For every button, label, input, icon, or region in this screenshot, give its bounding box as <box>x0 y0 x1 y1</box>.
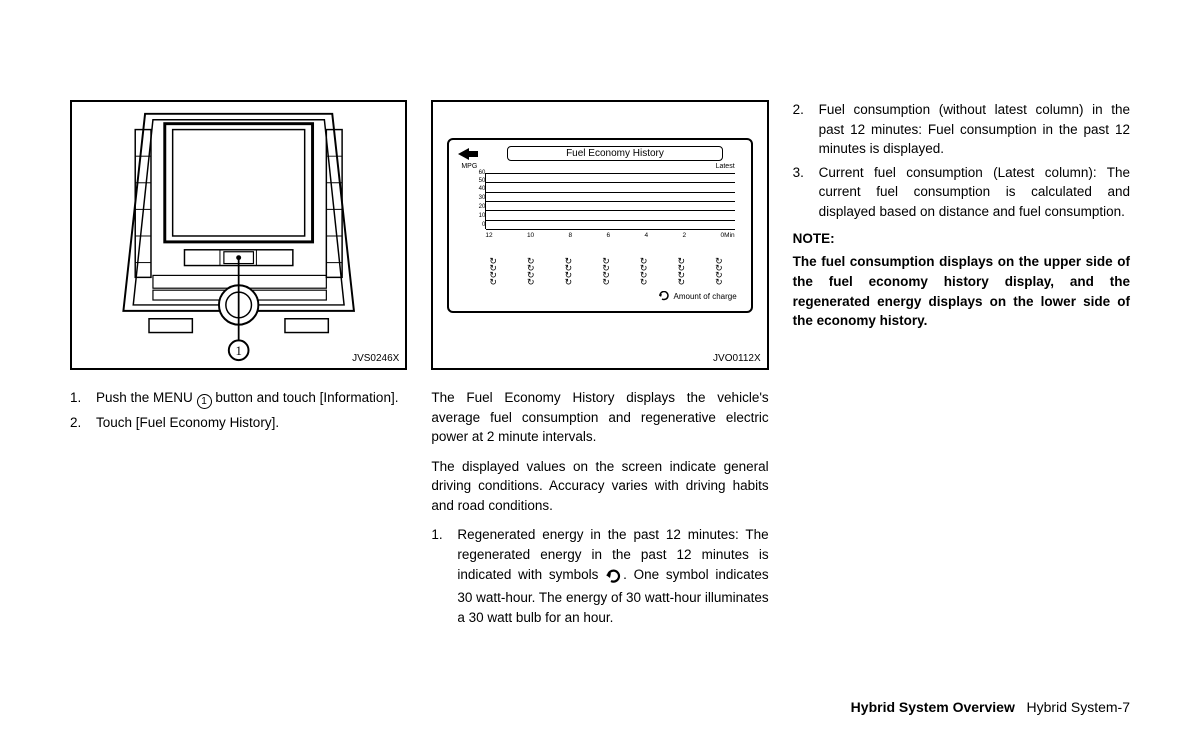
note-heading: NOTE: <box>793 231 1130 246</box>
figure-1-code: JVS0246X <box>352 353 399 364</box>
recycle-inline-icon <box>605 569 623 589</box>
column-1-steps: 1. Push the MENU 1 button and touch [Inf… <box>70 388 407 433</box>
footer-page: Hybrid System-7 <box>1027 699 1130 715</box>
callout-number: 1 <box>235 344 241 358</box>
col3-item-3: 3. Current fuel consumption (Latest colu… <box>793 163 1130 222</box>
menu-button-callout-icon: 1 <box>197 394 212 409</box>
col3-item-2: 2. Fuel consumption (without latest colu… <box>793 100 1130 159</box>
amount-of-charge-label: Amount of charge <box>658 291 737 301</box>
latest-label: Latest <box>716 163 735 170</box>
page-content: 1 JVS0246X 1. Push the MENU 1 button and… <box>0 0 1200 631</box>
col3-list: 2. Fuel consumption (without latest colu… <box>793 100 1130 221</box>
screen-title: Fuel Economy History <box>507 146 722 161</box>
back-arrow-icon <box>457 147 479 161</box>
page-footer: Hybrid System Overview Hybrid System-7 <box>851 699 1130 715</box>
figure-1-console: 1 JVS0246X <box>70 100 407 370</box>
note-body: The fuel consumption displays on the upp… <box>793 252 1130 330</box>
col2-list: 1. Regenerated energy in the past 12 min… <box>431 525 768 627</box>
chart-grid <box>485 173 734 229</box>
figure-2-code: JVO0112X <box>713 353 761 364</box>
col2-item-1: 1. Regenerated energy in the past 12 min… <box>431 525 768 627</box>
console-illustration: 1 <box>72 102 405 368</box>
step-2: 2. Touch [Fuel Economy History]. <box>70 413 407 433</box>
footer-section: Hybrid System Overview <box>851 699 1015 715</box>
col2-para-2: The displayed values on the screen indic… <box>431 457 768 516</box>
chart-area: MPG Latest 60 50 40 30 20 <box>461 165 742 229</box>
recycle-icon <box>658 291 670 301</box>
screen-bezel: Fuel Economy History MPG Latest 60 <box>447 138 752 313</box>
screen-title-row: Fuel Economy History <box>457 146 742 161</box>
column-2: Fuel Economy History MPG Latest 60 <box>431 100 768 631</box>
regen-symbols-row: ↻↻↻↻ ↻↻↻↻ ↻↻↻↻ ↻↻↻↻ ↻↻↻↻ ↻↻↻↻ ↻↻↻↻ <box>489 258 722 288</box>
figure-2-screen: Fuel Economy History MPG Latest 60 <box>431 100 768 370</box>
x-axis-labels: 12 10 8 6 4 2 0Min <box>485 232 734 239</box>
col2-para-1: The Fuel Economy History displays the ve… <box>431 388 768 447</box>
column-1: 1 JVS0246X 1. Push the MENU 1 button and… <box>70 100 407 631</box>
step-1: 1. Push the MENU 1 button and touch [Inf… <box>70 388 407 409</box>
column-3: 2. Fuel consumption (without latest colu… <box>793 100 1130 631</box>
